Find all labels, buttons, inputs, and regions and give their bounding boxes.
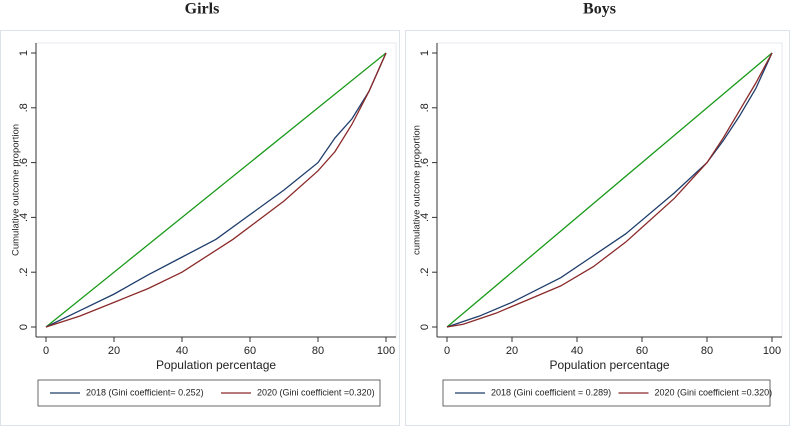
y-tick-label: 0 (419, 324, 431, 330)
series-line (45, 52, 387, 328)
legend-label: 2020 (Gini coefficient =0.320) (257, 387, 375, 397)
y-tick-label: .2 (18, 268, 30, 277)
x-tick-label: 60 (244, 345, 256, 357)
x-tick-label: 80 (701, 345, 713, 357)
y-tick-label: .4 (419, 213, 431, 222)
legend-label: 2020 (Gini coefficient =0.320) (655, 387, 773, 397)
y-tick-label: 1 (18, 50, 30, 56)
y-tick-label: .4 (18, 213, 30, 222)
x-tick-label: 60 (636, 345, 648, 357)
series-line (446, 52, 773, 328)
y-tick-label: .6 (419, 158, 431, 167)
x-tick-label: 80 (312, 345, 324, 357)
y-tick-label: .2 (419, 268, 431, 277)
x-tick-label: 20 (108, 345, 120, 357)
x-axis-label: Population percentage (549, 358, 669, 372)
y-tick-label: .6 (18, 158, 30, 167)
chart-title: Girls (185, 1, 220, 18)
x-tick-label: 0 (444, 345, 450, 357)
series-line (446, 52, 773, 328)
y-tick-label: 0 (18, 324, 30, 330)
x-tick-label: 40 (571, 345, 583, 357)
legend (442, 379, 771, 407)
x-tick-label: 0 (43, 345, 49, 357)
y-axis-label: Cumulative outcome proportion (11, 124, 22, 256)
y-tick-label: .8 (419, 103, 431, 112)
x-axis-label: Population percentage (156, 358, 276, 372)
legend-label: 2018 (Gini coefficient = 0.289) (491, 387, 611, 397)
x-tick-label: 100 (763, 345, 781, 357)
y-tick-label: .8 (18, 103, 30, 112)
x-tick-label: 40 (176, 345, 188, 357)
series-line (446, 52, 773, 328)
x-tick-label: 20 (506, 345, 518, 357)
series-line (45, 52, 387, 328)
x-tick-label: 100 (377, 345, 395, 357)
legend (37, 379, 381, 407)
y-tick-label: 1 (419, 50, 431, 56)
chart-title: Boys (583, 1, 616, 18)
legend-label: 2018 (Gini coefficient= 0.252) (86, 387, 204, 397)
y-axis-label: cumulative outcome proportion (412, 125, 423, 255)
series-line (45, 52, 387, 328)
